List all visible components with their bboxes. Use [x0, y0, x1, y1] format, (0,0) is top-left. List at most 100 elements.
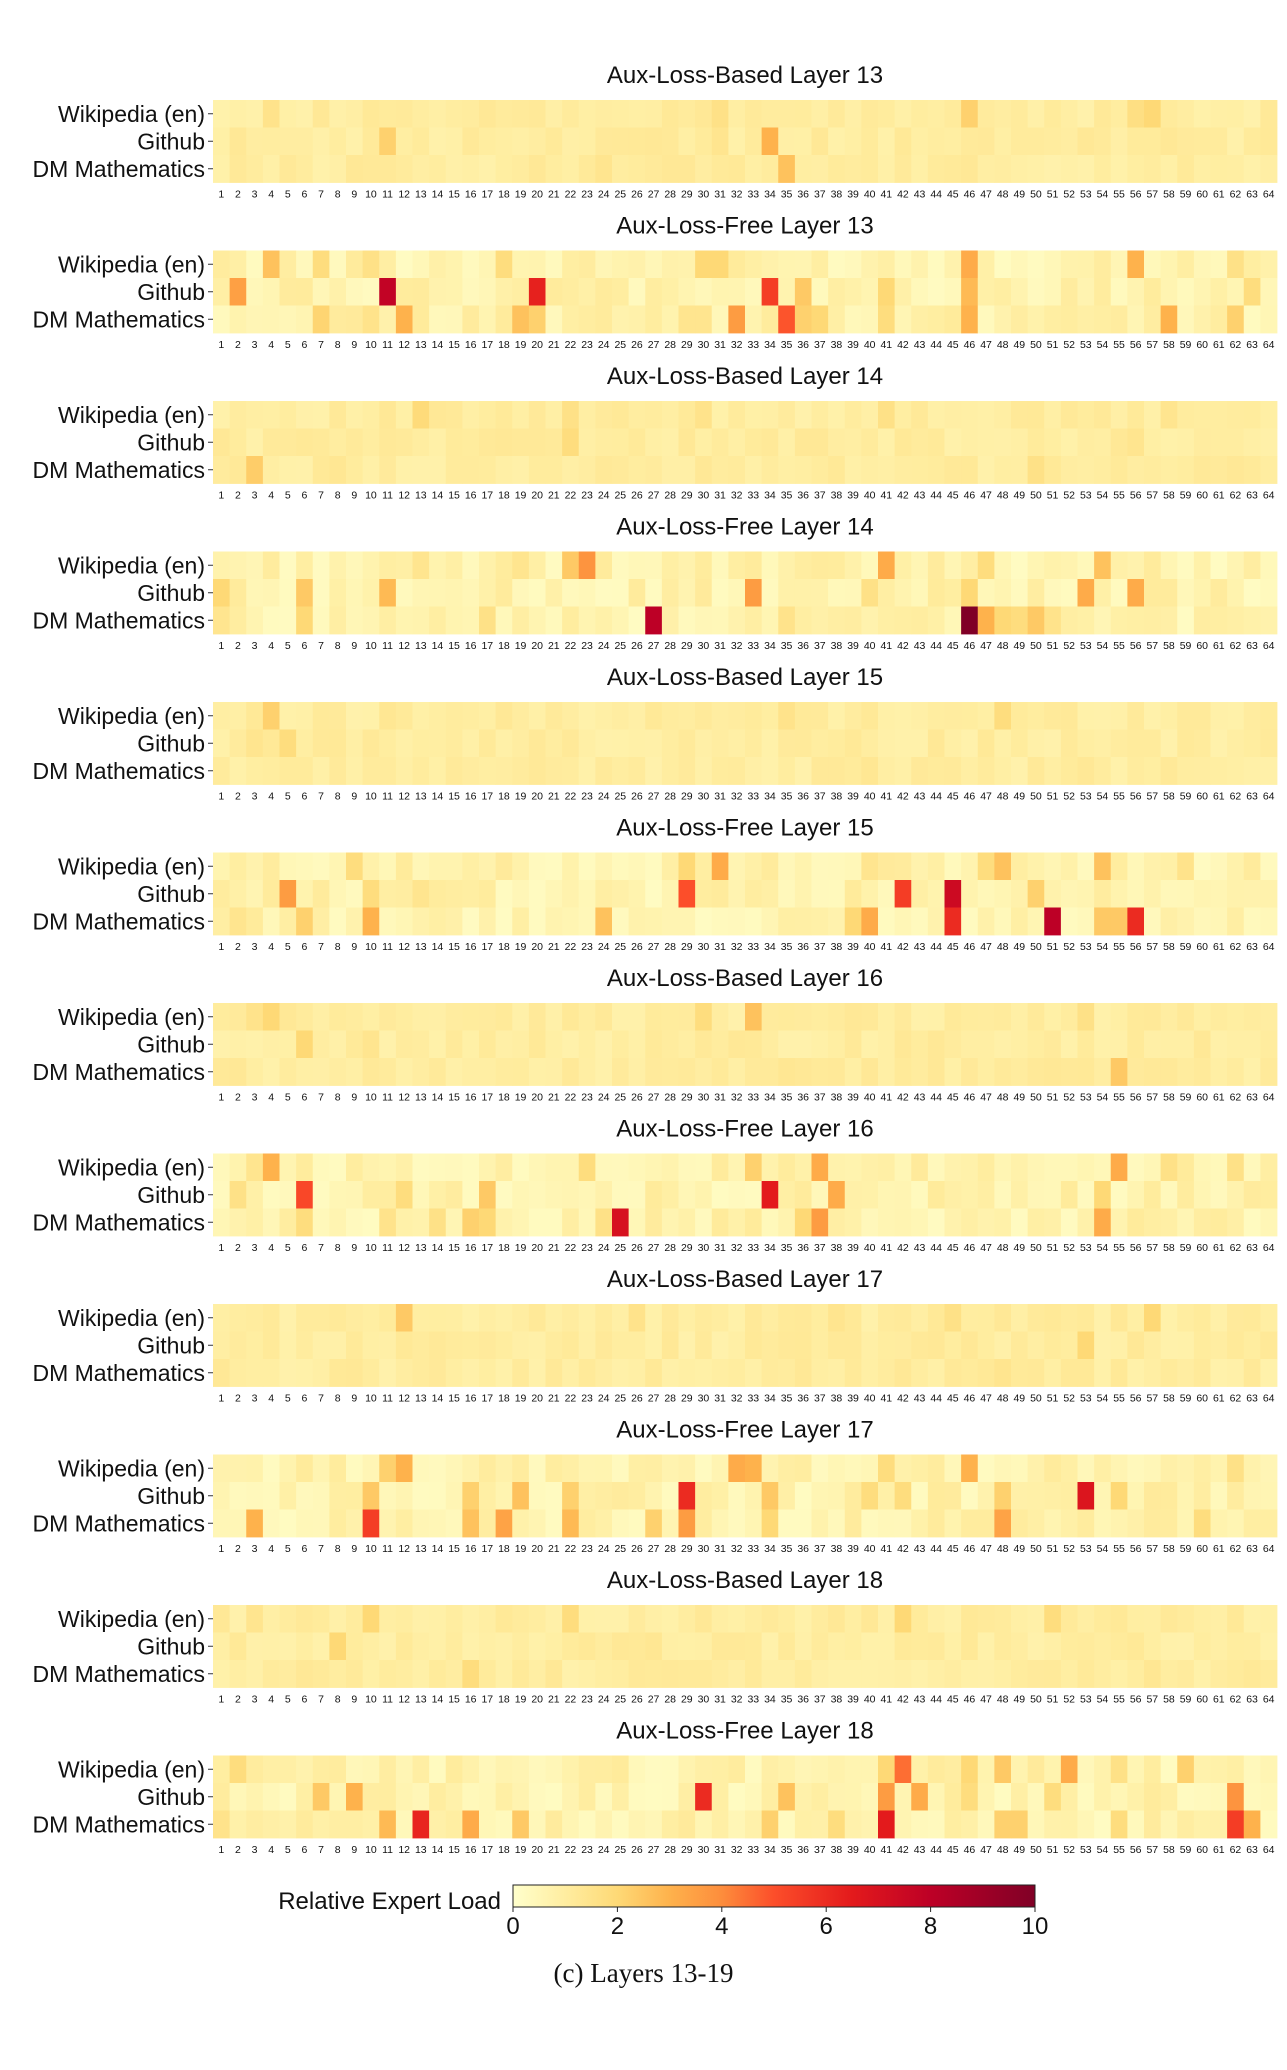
x-tick-label: 10 [365, 490, 377, 502]
x-tick-label: 21 [548, 640, 560, 652]
x-tick-label: 5 [285, 1393, 291, 1405]
heatmap-cell [894, 100, 912, 128]
heatmap-cell [495, 1810, 513, 1839]
heatmap-cell [229, 579, 247, 607]
heatmap-cell [213, 1660, 231, 1688]
heatmap-cell [944, 155, 962, 183]
heatmap-cell [994, 551, 1012, 580]
heatmap-cell [961, 1454, 979, 1483]
heatmap-cell [1193, 880, 1211, 908]
heatmap-cell [429, 1509, 447, 1538]
x-tick-label: 20 [531, 1543, 543, 1555]
row-label: DM Mathematics [32, 1209, 205, 1235]
x-tick-label: 14 [432, 1092, 444, 1104]
heatmap-cell [1144, 1783, 1162, 1811]
heatmap-cell [778, 1208, 796, 1237]
heatmap-cell [961, 305, 979, 334]
heatmap-cell [479, 401, 497, 429]
heatmap-cell [628, 1359, 646, 1387]
heatmap-cell [1160, 1058, 1178, 1086]
heatmap-cell [1210, 1304, 1228, 1332]
heatmap-cell [927, 1331, 945, 1360]
heatmap-cell [495, 1359, 513, 1387]
heatmap-cell [1193, 278, 1211, 306]
heatmap-cell [412, 1605, 430, 1633]
heatmap-cell [595, 250, 613, 279]
heatmap-cell [1077, 456, 1095, 484]
heatmap-cell [1160, 551, 1178, 580]
x-tick-label: 52 [1063, 1694, 1075, 1706]
heatmap-cell [1011, 729, 1029, 758]
heatmap-cell [944, 1454, 962, 1483]
x-tick-label: 6 [302, 490, 308, 502]
heatmap-cell [977, 1181, 995, 1209]
heatmap-cell [728, 278, 746, 306]
x-tick-label: 16 [465, 1242, 477, 1254]
x-tick-label: 41 [880, 1844, 892, 1856]
x-tick-label: 62 [1230, 490, 1242, 502]
heatmap-cell [312, 1509, 330, 1538]
x-tick-label: 50 [1030, 640, 1042, 652]
heatmap-cell [1193, 1482, 1211, 1510]
heatmap-cell [395, 1783, 413, 1811]
heatmap-cell [861, 1359, 879, 1387]
x-tick-label: 3 [252, 1543, 258, 1555]
x-tick-label: 35 [781, 1694, 793, 1706]
heatmap-cell [562, 278, 580, 306]
heatmap-cell [1044, 1331, 1062, 1360]
x-tick-label: 37 [814, 1694, 826, 1706]
heatmap-cell [778, 1454, 796, 1483]
x-tick-label: 48 [997, 1242, 1009, 1254]
x-tick-label: 36 [797, 640, 809, 652]
heatmap-cell [977, 1153, 995, 1182]
heatmap-cell [1044, 579, 1062, 607]
heatmap-cell [595, 1153, 613, 1182]
x-tick-label: 39 [847, 189, 859, 201]
heatmap-cell [894, 1181, 912, 1209]
x-tick-label: 5 [285, 1543, 291, 1555]
heatmap-cell [578, 1208, 596, 1237]
heatmap-cell [296, 1304, 314, 1332]
heatmap-cell [1011, 1632, 1029, 1661]
x-tick-label: 54 [1097, 791, 1109, 803]
x-tick-label: 46 [964, 1242, 976, 1254]
x-tick-label: 12 [398, 640, 410, 652]
heatmap-cell [911, 757, 929, 785]
x-tick-label: 31 [714, 490, 726, 502]
x-tick-label: 27 [648, 1393, 660, 1405]
heatmap-cell [412, 1208, 430, 1237]
heatmap-cell [695, 702, 713, 730]
x-tick-label: 40 [864, 189, 876, 201]
heatmap-cell [728, 100, 746, 128]
heatmap-cell [429, 1208, 447, 1237]
heatmap-cell [961, 1153, 979, 1182]
x-tick-label: 17 [481, 490, 493, 502]
x-tick-label: 62 [1230, 791, 1242, 803]
x-tick-label: 44 [930, 791, 942, 803]
x-tick-label: 1 [218, 1543, 224, 1555]
x-tick-label: 19 [515, 339, 527, 351]
heatmap-cell [1227, 1755, 1245, 1784]
x-tick-label: 52 [1063, 1393, 1075, 1405]
heatmap-cell [395, 880, 413, 908]
x-tick-label: 31 [714, 1242, 726, 1254]
heatmap-cell [711, 1755, 729, 1784]
x-tick-label: 53 [1080, 1694, 1092, 1706]
heatmap-cell [1094, 551, 1112, 580]
x-tick-label: 61 [1213, 1242, 1225, 1254]
x-tick-label: 43 [914, 941, 926, 953]
heatmap-cell [1144, 155, 1162, 183]
x-tick-label: 28 [664, 941, 676, 953]
heatmap-cell [894, 757, 912, 785]
heatmap-cell [1077, 1755, 1095, 1784]
heatmap-cell [512, 1359, 530, 1387]
heatmap-cell [1044, 729, 1062, 758]
heatmap-cell [994, 1482, 1012, 1510]
x-tick-label: 64 [1263, 1543, 1275, 1555]
heatmap-cell [828, 606, 846, 635]
heatmap-cell [761, 907, 779, 936]
heatmap-cell [1127, 401, 1145, 429]
x-tick-label: 38 [831, 1242, 843, 1254]
heatmap-cell [562, 1482, 580, 1510]
heatmap-cell [628, 100, 646, 128]
